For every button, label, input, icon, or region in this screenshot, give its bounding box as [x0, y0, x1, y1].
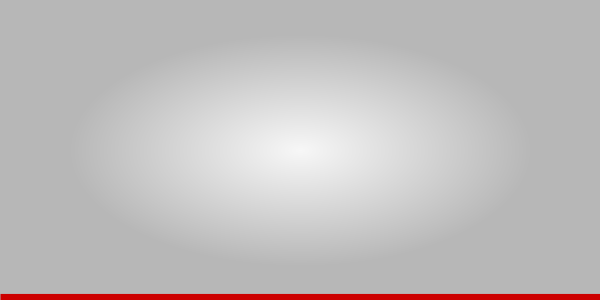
Bar: [215, 138, 239, 269]
Text: 2.04: 2.04: [106, 141, 131, 151]
Bar: [179, 144, 203, 269]
Bar: [143, 149, 166, 269]
Text: 3.5: 3.5: [546, 58, 563, 68]
Bar: [288, 129, 312, 269]
Bar: [470, 101, 494, 269]
Bar: [252, 133, 275, 269]
Bar: [543, 72, 566, 269]
Bar: [70, 169, 94, 269]
Bar: [34, 176, 57, 269]
Bar: [506, 93, 530, 269]
Bar: [106, 154, 130, 269]
Bar: [361, 120, 385, 269]
Bar: [434, 108, 457, 269]
Title: Dental Burs And Endodontic Files Market: Dental Burs And Endodontic Files Market: [131, 7, 469, 25]
Bar: [397, 115, 421, 269]
Bar: [325, 125, 348, 269]
Text: 2.13: 2.13: [142, 136, 167, 146]
